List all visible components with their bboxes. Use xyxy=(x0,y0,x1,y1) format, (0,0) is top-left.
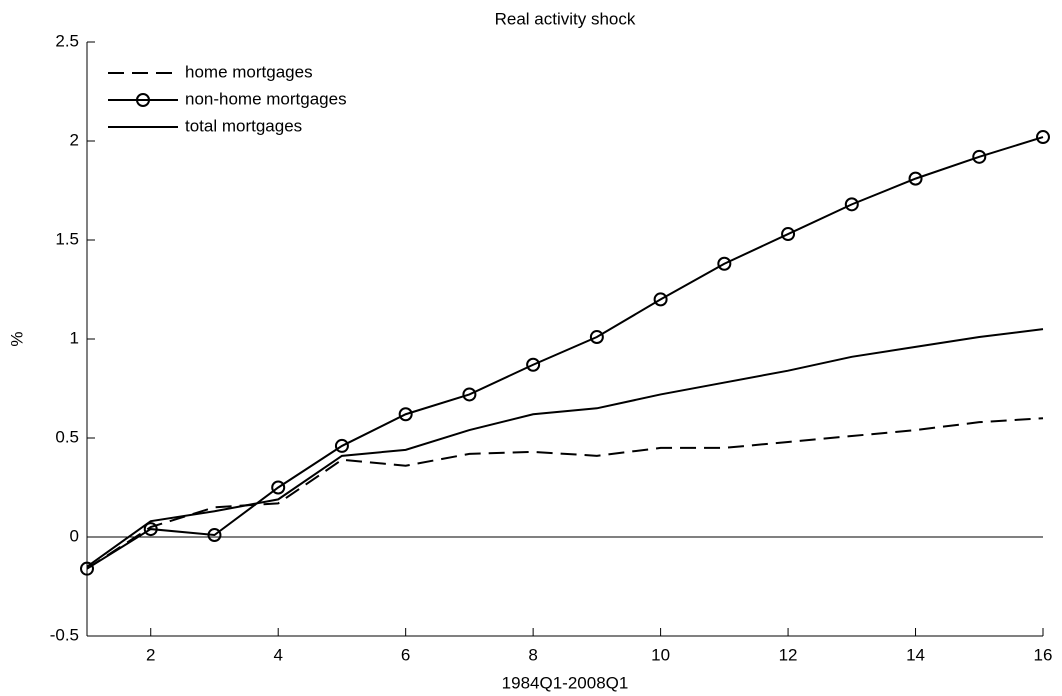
y-tick-label: 1 xyxy=(70,328,79,347)
x-tick-label: 4 xyxy=(273,645,282,664)
y-tick-label: -0.5 xyxy=(50,625,79,644)
y-tick-label: 2 xyxy=(70,130,79,149)
y-axis-label: % xyxy=(7,331,26,346)
legend-label: total mortgages xyxy=(185,116,302,135)
series-marker xyxy=(526,357,541,372)
series-marker xyxy=(462,387,477,402)
series-marker xyxy=(334,438,349,453)
series-marker xyxy=(589,330,604,345)
x-axis-label: 1984Q1-2008Q1 xyxy=(502,673,629,692)
y-tick-label: 0.5 xyxy=(55,427,79,446)
series-marker xyxy=(1036,130,1050,145)
series-marker xyxy=(653,292,668,307)
series-line xyxy=(86,417,1044,570)
series-marker xyxy=(972,149,987,164)
y-tick-label: 1.5 xyxy=(55,229,79,248)
x-tick-label: 8 xyxy=(528,645,537,664)
x-tick-label: 14 xyxy=(906,645,925,664)
y-tick-label: 2.5 xyxy=(55,31,79,50)
series-line xyxy=(86,136,1044,570)
legend-marker xyxy=(136,93,150,107)
y-tick-label: 0 xyxy=(70,526,79,545)
series-marker xyxy=(271,480,286,495)
series-marker xyxy=(908,171,923,186)
x-tick-label: 2 xyxy=(146,645,155,664)
series-marker xyxy=(717,256,732,271)
x-tick-label: 16 xyxy=(1034,645,1053,664)
series-marker xyxy=(207,528,222,543)
legend-label: non-home mortgages xyxy=(185,89,347,108)
series-marker xyxy=(143,522,158,537)
x-tick-label: 6 xyxy=(401,645,410,664)
series-marker xyxy=(398,407,413,422)
chart-title: Real activity shock xyxy=(495,9,636,28)
x-tick-label: 10 xyxy=(651,645,670,664)
legend-label: home mortgages xyxy=(185,62,313,81)
series-line xyxy=(86,328,1044,568)
x-tick-label: 12 xyxy=(779,645,798,664)
series-marker xyxy=(844,197,859,212)
series-marker xyxy=(80,561,94,576)
series-marker xyxy=(781,227,796,242)
